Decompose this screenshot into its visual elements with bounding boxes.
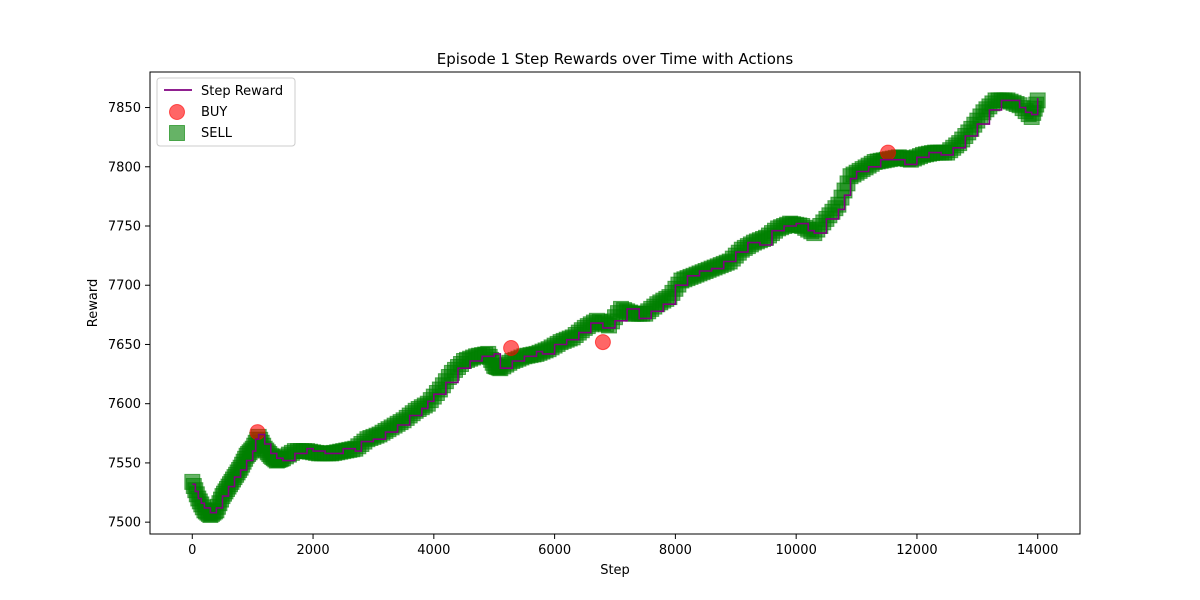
plot-frame	[149, 71, 1081, 535]
y-tick-label: 7800	[108, 160, 141, 175]
legend: Step Reward BUY SELL	[156, 77, 296, 147]
y-tick-label: 7750	[108, 220, 141, 235]
y-axis: 7500 7550 7600 7650 7700 7750 7800 7850	[108, 101, 150, 531]
legend-buy-marker	[169, 104, 185, 120]
chart-title: Episode 1 Step Rewards over Time with Ac…	[437, 50, 794, 68]
sell-series	[184, 92, 1046, 523]
legend-label-step-reward: Step Reward	[201, 84, 283, 99]
buy-marker	[249, 424, 266, 441]
buy-marker	[503, 340, 520, 356]
x-tick-label: 14000	[1017, 543, 1058, 558]
x-tick-label: 12000	[896, 543, 937, 558]
legend-sell-marker	[169, 125, 185, 141]
step-reward-line	[192, 98, 1039, 514]
y-tick-label: 7700	[108, 279, 141, 294]
buy-marker	[594, 334, 611, 351]
x-axis: 0 2000 4000 6000 8000 10000 12000 14000	[188, 534, 1058, 558]
legend-label-buy: BUY	[201, 105, 227, 120]
x-tick-label: 2000	[297, 543, 330, 558]
plot-area	[184, 92, 1046, 523]
x-tick-label: 4000	[417, 543, 450, 558]
y-tick-label: 7650	[108, 338, 141, 353]
y-tick-label: 7500	[108, 516, 141, 531]
sell-marker	[1028, 96, 1045, 113]
buy-series	[249, 144, 896, 441]
x-tick-label: 8000	[659, 543, 692, 558]
y-tick-label: 7600	[108, 397, 141, 412]
legend-frame	[156, 77, 296, 147]
buy-marker	[880, 144, 896, 161]
y-axis-label: Reward	[86, 279, 101, 327]
legend-label-sell: SELL	[201, 126, 233, 141]
x-axis-label: Step	[600, 563, 630, 578]
y-tick-label: 7550	[108, 456, 141, 471]
x-tick-label: 10000	[775, 543, 816, 558]
x-tick-label: 0	[188, 543, 196, 558]
y-tick-label: 7850	[108, 101, 141, 116]
x-tick-label: 6000	[538, 543, 571, 558]
